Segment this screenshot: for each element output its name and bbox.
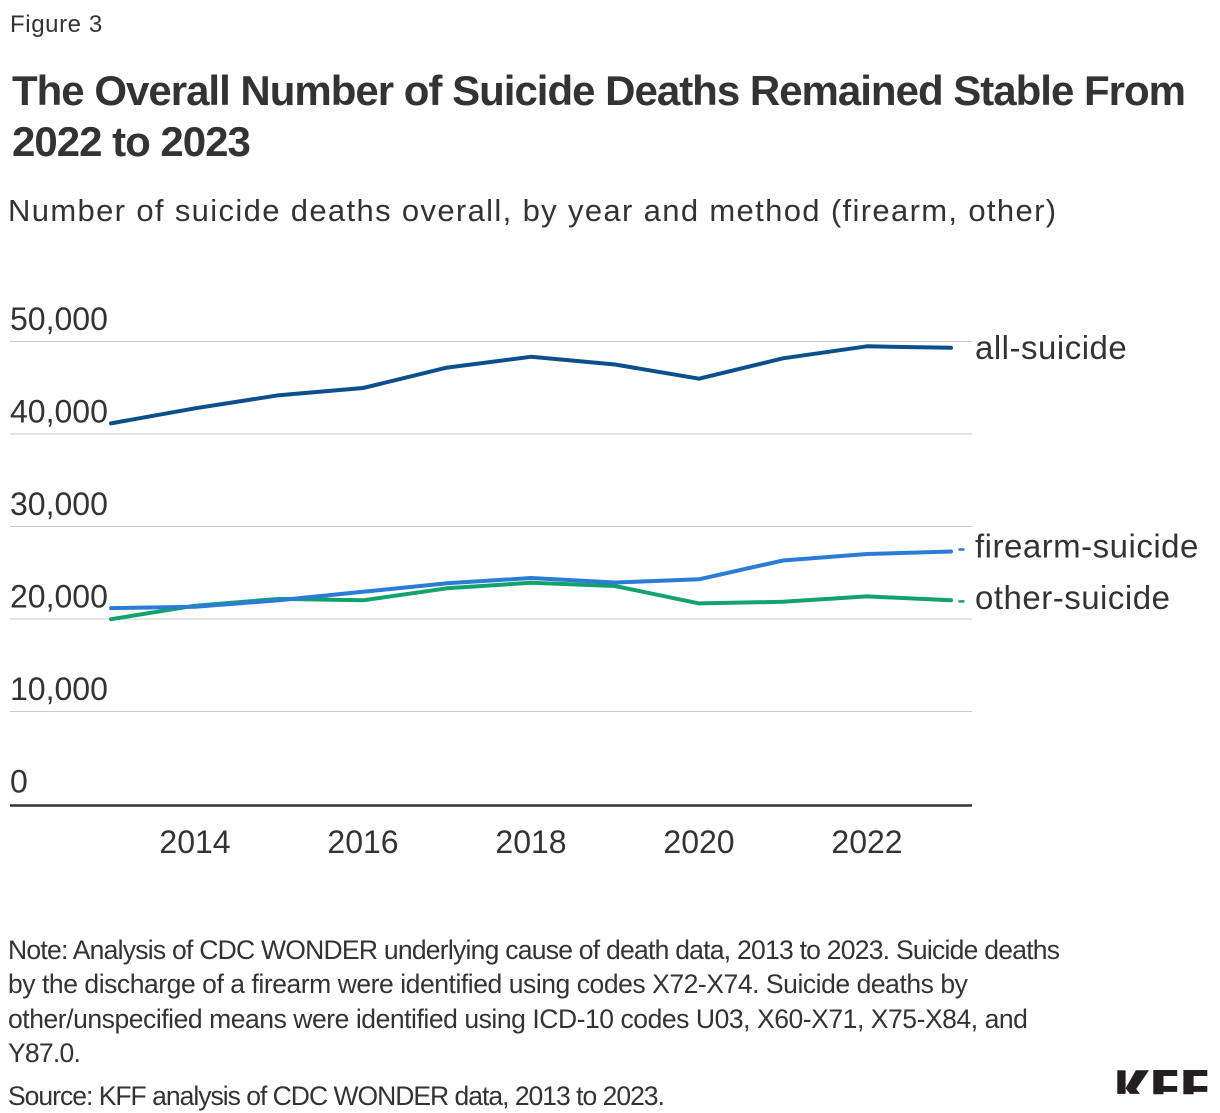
svg-text:10,000: 10,000 [10,671,108,707]
svg-text:2018: 2018 [495,824,566,860]
svg-text:2016: 2016 [327,824,398,860]
svg-text:40,000: 40,000 [10,394,108,430]
svg-text:2014: 2014 [159,824,230,860]
svg-text:2022: 2022 [831,824,902,860]
svg-text:all-suicide: all-suicide [975,329,1127,366]
svg-text:50,000: 50,000 [10,301,108,337]
svg-text:30,000: 30,000 [10,486,108,522]
svg-text:other-suicide: other-suicide [975,579,1170,616]
svg-text:firearm-suicide: firearm-suicide [975,528,1199,565]
svg-text:20,000: 20,000 [10,579,108,615]
svg-text:0: 0 [10,764,28,800]
svg-text:2020: 2020 [663,824,734,860]
